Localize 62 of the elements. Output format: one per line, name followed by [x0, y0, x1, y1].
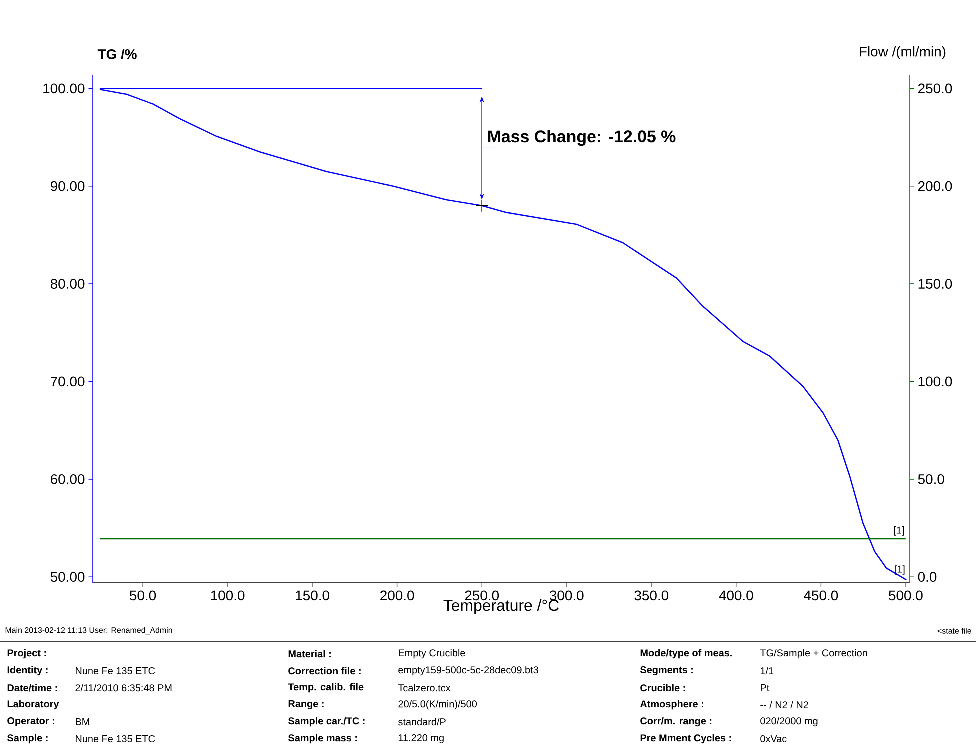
- text: Operator :: [8, 717, 54, 726]
- x-tick-label: 250.0: [465, 590, 500, 601]
- x-axis-title: Temperature /°C: [444, 599, 560, 614]
- y2-tick-label: 0.0: [918, 572, 937, 582]
- text: Pt: [761, 684, 770, 692]
- y-axis-title: TG /%: [98, 49, 137, 60]
- y-tick-label: 60.00: [51, 474, 85, 484]
- text: Sample car./TC :: [288, 717, 365, 727]
- x-tick-label: 300.0: [550, 590, 584, 601]
- text: standard/P: [398, 718, 446, 726]
- y-tick-label: 70.00: [51, 376, 85, 387]
- y2-tick-label: 200.0: [918, 181, 952, 192]
- x-tick-label: 400.0: [719, 590, 754, 601]
- text: Crucible :: [640, 684, 686, 692]
- text: Mode/type of meas.: [640, 649, 732, 659]
- text: Atmosphere :: [640, 700, 704, 710]
- text: 11.220 mg: [398, 734, 444, 744]
- y-tick-label: 50.00: [50, 572, 85, 582]
- text: Pre Mment Cycles :: [640, 734, 732, 744]
- text: Temp. calib. file: [288, 683, 364, 693]
- x-tick-label: 100.0: [211, 590, 245, 601]
- x-tick-label: 50.0: [130, 590, 156, 601]
- x-tick-label: 350.0: [634, 590, 669, 601]
- text: Material :: [288, 650, 331, 658]
- y2-tick-label: 250.0: [918, 84, 952, 94]
- y-tick-label: 80.00: [50, 279, 85, 289]
- x-tick-label: 150.0: [296, 590, 330, 601]
- text: Range :: [288, 700, 324, 710]
- text: 20/5.0(K/min)/500: [398, 700, 478, 710]
- text: Date/time :: [8, 684, 58, 692]
- text: Sample :: [7, 734, 48, 744]
- text: -- / N2 / N2: [760, 701, 808, 709]
- text: TG/Sample + Correction: [760, 649, 868, 659]
- text: Nune Fe 135 ETC: [76, 735, 156, 743]
- text: Segments :: [640, 666, 693, 676]
- x-tick-label: 450.0: [804, 590, 838, 601]
- y2-tick-label: 150.0: [918, 279, 952, 289]
- text: Identity :: [8, 666, 48, 676]
- text: Laboratory: [8, 700, 60, 710]
- text: 2/11/2010 6:35:48 PM: [76, 684, 172, 692]
- y-tick-label: 90.00: [50, 181, 85, 192]
- text: Empty Crucible: [399, 649, 466, 659]
- text: 020/2000 mg: [760, 717, 818, 727]
- text: Tcalzero.tcx: [398, 684, 451, 692]
- y-tick-label: 100.00: [44, 84, 85, 94]
- y2-axis-title: Flow /(ml/min): [860, 46, 946, 60]
- y2-tick-label: 50.0: [918, 474, 944, 484]
- text: Sample mass :: [288, 734, 358, 744]
- text: Nune Fe 135 ETC: [76, 667, 156, 675]
- annotation: Mass Change: -12.05 %: [488, 130, 676, 146]
- y2-tick-label: 100.0: [918, 376, 952, 387]
- text: Correction file :: [288, 667, 361, 675]
- text: 0xVac: [760, 735, 787, 743]
- text: empty159-500c-5c-28dec09.bt3: [398, 666, 538, 676]
- annotation: [1]: [895, 566, 905, 575]
- x-tick-label: 500.0: [889, 590, 923, 601]
- text: BM: [76, 718, 90, 726]
- text: Project :: [8, 649, 46, 659]
- annotation: [1]: [894, 526, 904, 536]
- text: Corr/m. range :: [640, 717, 712, 727]
- x-tick-label: 200.0: [380, 590, 414, 601]
- text: 1/1: [760, 667, 774, 675]
